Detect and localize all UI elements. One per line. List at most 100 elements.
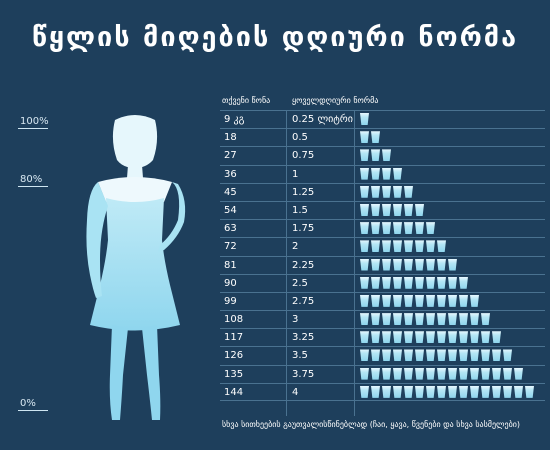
water-glass-icon — [393, 349, 402, 362]
water-glass-icon — [459, 276, 468, 289]
water-glass-icon — [448, 367, 457, 380]
water-glass-icon — [382, 222, 391, 235]
water-glass-icon — [404, 385, 413, 398]
water-glass-icon — [371, 367, 380, 380]
table-row: 18 0.5 — [220, 128, 545, 146]
table-row: 108 3 — [220, 310, 545, 328]
water-glass-icon — [393, 367, 402, 380]
water-glass-icon — [371, 349, 380, 362]
water-glass-icon — [382, 294, 391, 307]
water-glass-icon — [382, 313, 391, 326]
water-glass-icon — [426, 258, 435, 271]
water-glass-icon — [415, 349, 424, 362]
water-glass-icon — [448, 313, 457, 326]
water-glass-icon — [360, 385, 369, 398]
water-glass-icon — [371, 222, 380, 235]
water-glass-icon — [437, 331, 446, 344]
water-glass-icon — [393, 276, 402, 289]
table-row: 72 2 — [220, 237, 545, 255]
water-glass-icon — [426, 313, 435, 326]
water-glass-icon — [371, 167, 380, 180]
water-glass-icon — [426, 367, 435, 380]
water-glass-icon — [404, 294, 413, 307]
water-glass-icon — [360, 167, 369, 180]
water-glass-icon — [437, 313, 446, 326]
water-glass-icon — [470, 294, 479, 307]
weight-cell: 90 — [224, 277, 237, 289]
water-glass-icon — [426, 385, 435, 398]
water-glass-icon — [371, 203, 380, 216]
water-glass-icon — [492, 349, 501, 362]
water-glass-icon — [492, 331, 501, 344]
water-glass-icon — [360, 222, 369, 235]
water-glass-icon — [360, 367, 369, 380]
water-glass-icon — [470, 349, 479, 362]
water-glass-icon — [481, 367, 490, 380]
water-glass-icon — [459, 385, 468, 398]
water-glass-icon — [437, 240, 446, 253]
woman-silhouette-icon — [86, 115, 186, 420]
water-glass-icon — [492, 385, 501, 398]
water-glass-icon — [404, 203, 413, 216]
water-glass-icon — [404, 349, 413, 362]
liters-cell: 2 — [292, 241, 299, 253]
water-glass-icon — [360, 258, 369, 271]
water-glass-icon — [404, 185, 413, 198]
scale-tick-80 — [18, 186, 48, 187]
scale-tick-100 — [18, 128, 48, 129]
water-glass-icon — [470, 385, 479, 398]
water-glass-icon — [437, 385, 446, 398]
water-glass-icon — [437, 258, 446, 271]
water-glass-icon — [448, 258, 457, 271]
water-glass-icon — [459, 367, 468, 380]
water-norm-table: 9 კგ 0.25 ლიტრი 18 0.5 27 0.75 36 1 45 1.25 54 1.5 6… — [220, 110, 545, 401]
liters-cell: 2.5 — [292, 277, 308, 289]
water-glass-icon — [371, 276, 380, 289]
water-glass-icon — [426, 331, 435, 344]
glasses-cell — [360, 331, 503, 345]
weight-cell: 27 — [224, 150, 237, 162]
table-row: 81 2.25 — [220, 255, 545, 274]
table-row: 63 1.75 — [220, 219, 545, 237]
water-glass-icon — [415, 276, 424, 289]
weight-cell: 81 — [224, 259, 237, 271]
water-glass-icon — [481, 385, 490, 398]
water-glass-icon — [470, 331, 479, 344]
water-glass-icon — [426, 294, 435, 307]
water-glass-icon — [382, 167, 391, 180]
water-glass-icon — [393, 203, 402, 216]
water-glass-icon — [404, 258, 413, 271]
table-row: 117 3.25 — [220, 328, 545, 346]
water-glass-icon — [426, 222, 435, 235]
liters-cell: 1.5 — [292, 204, 308, 216]
weight-cell: 36 — [224, 168, 237, 180]
weight-cell: 18 — [224, 132, 237, 144]
page-title: წყლის მიღების დღიური ნორმა — [31, 22, 519, 53]
column-divider — [354, 110, 355, 416]
water-glass-icon — [459, 313, 468, 326]
glasses-cell — [360, 222, 437, 236]
table-row: 27 0.75 — [220, 146, 545, 164]
water-glass-icon — [360, 131, 369, 144]
glasses-cell — [360, 313, 492, 327]
water-glass-icon — [371, 240, 380, 253]
water-glass-icon — [492, 367, 501, 380]
water-glass-icon — [459, 331, 468, 344]
water-glass-icon — [382, 240, 391, 253]
water-glass-icon — [393, 185, 402, 198]
table-row: 45 1.25 — [220, 182, 545, 201]
water-glass-icon — [404, 222, 413, 235]
weight-cell: 54 — [224, 204, 237, 216]
glasses-cell — [360, 185, 415, 200]
water-glass-icon — [415, 367, 424, 380]
liters-cell: 1.25 — [292, 186, 315, 198]
glasses-cell — [360, 113, 371, 127]
water-glass-icon — [371, 185, 380, 198]
liters-cell: 3 — [292, 314, 299, 326]
water-glass-icon — [415, 385, 424, 398]
water-glass-icon — [382, 276, 391, 289]
footnote: სხვა სითხეების გაუთვალისწინებლად (ჩაი, ყ… — [222, 420, 520, 429]
water-glass-icon — [503, 349, 512, 362]
glasses-cell — [360, 367, 525, 382]
table-row: 54 1.5 — [220, 200, 545, 219]
